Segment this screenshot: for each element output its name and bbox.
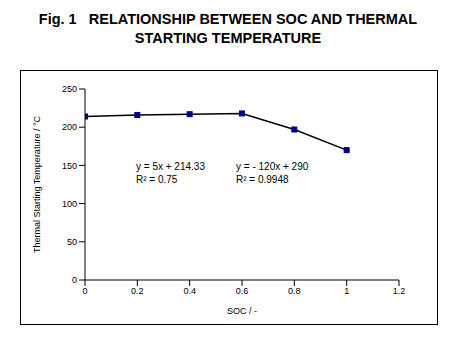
html-text:y = 5x + 214.33: y = 5x + 214.33	[136, 161, 205, 172]
svg-text:100: 100	[62, 199, 77, 209]
svg-text:1: 1	[344, 286, 349, 296]
svg-text:0.6: 0.6	[236, 286, 249, 296]
svg-text:0.2: 0.2	[131, 286, 144, 296]
html-text:y = - 120x + 290: y = - 120x + 290	[236, 161, 309, 172]
svg-text:200: 200	[62, 122, 77, 132]
html-text:R² = 0.9948: R² = 0.9948	[236, 174, 289, 185]
svg-text:SOC / -: SOC / -	[227, 306, 257, 316]
svg-text:50: 50	[67, 237, 77, 247]
svg-text:Thermal Starting Temperature /: Thermal Starting Temperature / °C	[32, 116, 42, 253]
svg-text:0.8: 0.8	[288, 286, 301, 296]
svg-text:1.2: 1.2	[393, 286, 406, 296]
svg-text:250: 250	[62, 84, 77, 94]
svg-text:0: 0	[72, 275, 77, 285]
svg-text:150: 150	[62, 161, 77, 171]
html-text:Fig. 1 RELATIONSHIP BETWEEN SO: Fig. 1 RELATIONSHIP BETWEEN SOC AND THER…	[38, 11, 422, 46]
svg-text:0: 0	[82, 286, 87, 296]
html-text:R² = 0.75: R² = 0.75	[136, 174, 178, 185]
svg-text:0.4: 0.4	[183, 286, 196, 296]
